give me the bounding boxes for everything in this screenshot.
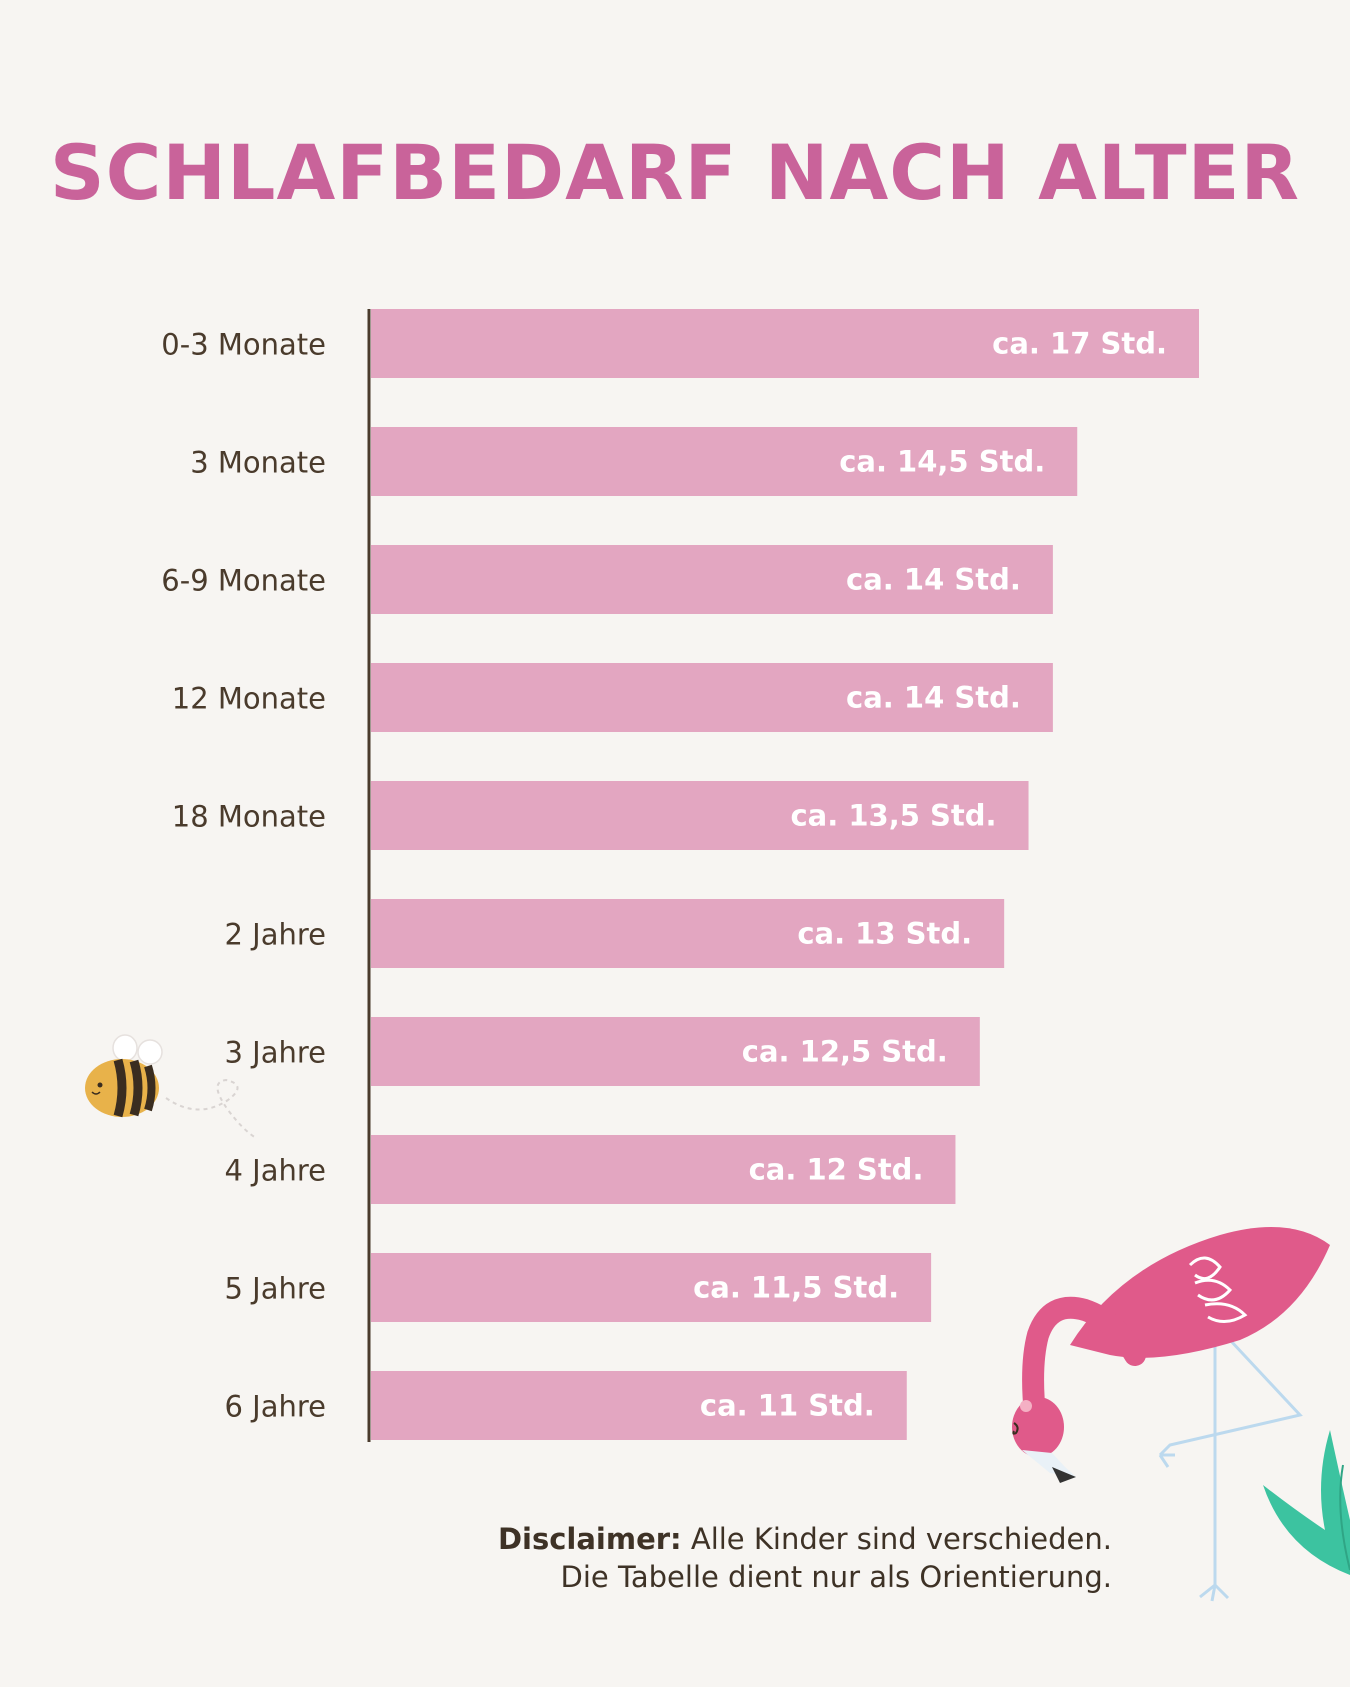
value-label: ca. 14 Std.	[846, 681, 1021, 715]
category-label: 4 Jahre	[225, 1154, 327, 1188]
bar	[371, 663, 1053, 732]
category-label: 3 Monate	[190, 446, 326, 480]
bar	[371, 899, 1005, 968]
value-label: ca. 11 Std.	[700, 1389, 875, 1423]
bar	[371, 1135, 956, 1204]
disclaimer-line2: Die Tabelle dient nur als Orientierung.	[560, 1560, 1113, 1594]
category-label: 18 Monate	[172, 800, 326, 834]
disclaimer: Disclaimer: Alle Kinder sind verschieden…	[498, 1520, 1112, 1596]
category-label: 2 Jahre	[225, 918, 327, 952]
category-label: 12 Monate	[172, 682, 326, 716]
bee-icon	[85, 1034, 257, 1139]
category-label: 3 Jahre	[225, 1036, 327, 1070]
chart-title: SCHLAFBEDARF NACH ALTER	[49, 128, 1301, 217]
category-label: 6-9 Monate	[161, 564, 326, 598]
bar	[371, 309, 1199, 378]
bar	[371, 1017, 980, 1086]
bar	[371, 781, 1029, 850]
bar	[371, 427, 1078, 496]
value-label: ca. 11,5 Std.	[693, 1271, 899, 1305]
bar	[371, 1371, 907, 1440]
value-label: ca. 12,5 Std.	[742, 1035, 948, 1069]
bar	[371, 545, 1053, 614]
value-label: ca. 14 Std.	[846, 563, 1021, 597]
value-label: ca. 14,5 Std.	[839, 445, 1045, 479]
bar	[371, 1253, 932, 1322]
category-label: 0-3 Monate	[161, 328, 326, 362]
disclaimer-bold: Disclaimer:	[497, 1522, 682, 1556]
leaf-icon	[1263, 1430, 1350, 1575]
category-label: 6 Jahre	[225, 1390, 327, 1424]
value-label: ca. 13 Std.	[797, 917, 972, 951]
value-label: ca. 17 Std.	[992, 327, 1167, 361]
bars-group: 0-3 Monate ca. 17 Std. 3 Monate ca. 14,5 St…	[161, 309, 1199, 1440]
flamingo-icon	[1012, 1227, 1330, 1602]
value-label: ca. 12 Std.	[749, 1153, 924, 1187]
disclaimer-line1: Alle Kinder sind verschieden.	[690, 1522, 1112, 1556]
category-label: 5 Jahre	[225, 1272, 327, 1306]
value-label: ca. 13,5 Std.	[790, 799, 996, 833]
